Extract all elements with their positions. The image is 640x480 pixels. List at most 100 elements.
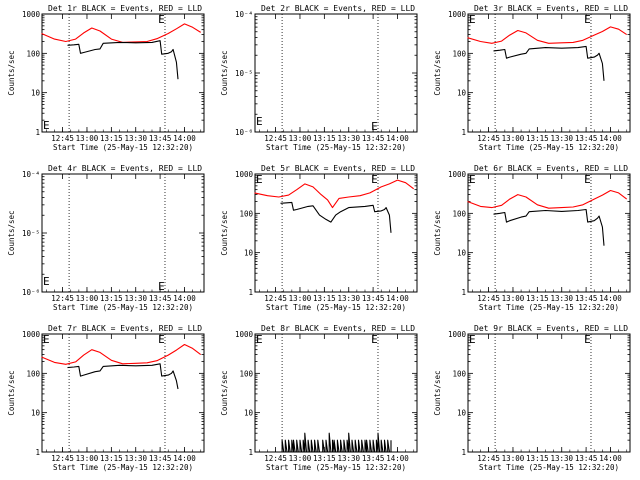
y-tick-label: 1000 [235,170,254,179]
y-tick-label: 10⁻⁵ [235,69,253,78]
panel-det-1r: Det 1r BLACK = Events, RED = LLD 1 10 100 10… [7,4,205,152]
x-tick-label: 13:15 [526,454,549,463]
plot-frame [467,333,631,453]
y-tick-label: 1000 [448,330,467,339]
x-tick-label: 13:45 [362,454,385,463]
y-tick-label: 1 [248,448,253,457]
y-tick-label: 10 [244,249,254,258]
y-tick-label: 100 [452,369,466,378]
y-tick-label: 10 [457,249,467,258]
x-tick-label: 13:30 [550,454,573,463]
y-tick-label: 100 [239,209,253,218]
y-axis-label: Counts/sec [433,210,442,255]
x-tick-label: 13:15 [100,454,123,463]
panel-title: Det 7r BLACK = Events, RED = LLD [48,324,202,333]
x-tick-label: 13:45 [362,134,385,143]
x-axis-label: Start Time (25-May-15 12:32:20) [479,143,619,152]
marker-e: E [469,333,476,346]
plot-frame [467,13,631,133]
y-tick-label: 100 [239,369,253,378]
y-axis-label: Counts/sec [7,370,16,415]
x-tick-label: 13:00 [76,454,99,463]
x-tick-label: 13:00 [76,134,99,143]
x-tick-label: 13:00 [502,454,525,463]
series-lld [41,23,201,43]
x-tick-label: 13:30 [124,134,147,143]
x-tick-label: 14:00 [599,294,622,303]
x-tick-label: 14:00 [386,454,409,463]
marker-e: E [469,173,476,186]
series-events [67,40,179,80]
marker-e: E [158,13,165,26]
marker-e: E [584,13,591,26]
marker-e: E [158,333,165,346]
y-tick-label: 100 [26,369,40,378]
x-tick-label: 13:45 [575,134,598,143]
x-tick-label: 13:45 [575,454,598,463]
series-events [280,432,392,453]
y-tick-label: 1 [35,448,40,457]
x-tick-label: 13:00 [502,134,525,143]
x-tick-label: 13:45 [149,454,172,463]
marker-e: E [43,333,50,346]
x-tick-label: 14:00 [173,454,196,463]
x-tick-label: 14:00 [386,134,409,143]
panel-title: Det 2r BLACK = Events, RED = LLD [261,4,415,13]
series-lld [254,179,415,209]
x-tick-label: 13:30 [124,454,147,463]
y-tick-label: 1 [248,288,253,297]
panel-det-5r: Det 5r BLACK = Events, RED = LLD 1 10 100 10… [220,164,418,312]
panel-det-9r: Det 9r BLACK = Events, RED = LLD 1 10 100 10… [433,324,631,472]
y-axis-label: Counts/sec [220,210,229,255]
panel-title: Det 9r BLACK = Events, RED = LLD [474,324,628,333]
panel-title: Det 8r BLACK = Events, RED = LLD [261,324,415,333]
panel-title: Det 6r BLACK = Events, RED = LLD [474,164,628,173]
y-axis-label: Counts/sec [433,50,442,95]
x-axis-label: Start Time (25-May-15 12:32:20) [479,463,619,472]
plot-frame [254,13,418,133]
x-tick-label: 13:30 [337,134,360,143]
panel-det-7r: Det 7r BLACK = Events, RED = LLD 1 10 100 10… [7,324,205,472]
marker-e: E [584,173,591,186]
x-tick-label: 13:00 [502,294,525,303]
y-tick-label: 1000 [22,330,41,339]
y-tick-label: 10 [457,409,467,418]
x-tick-label: 13:45 [149,294,172,303]
x-tick-label: 13:45 [362,294,385,303]
panel-det-8r: Det 8r BLACK = Events, RED = LLD 1 10 100 10… [220,324,418,472]
plot-frame [41,333,205,453]
x-tick-label: 13:45 [575,294,598,303]
x-tick-label: 13:30 [337,454,360,463]
marker-e: E [371,120,378,133]
marker-e: E [256,173,263,186]
y-tick-label: 1 [461,288,466,297]
series-events [493,208,605,246]
marker-e: E [43,119,50,132]
y-tick-label: 100 [26,49,40,58]
x-axis-label: Start Time (25-May-15 12:32:20) [53,143,193,152]
panel-title: Det 4r BLACK = Events, RED = LLD [48,164,202,173]
x-tick-label: 13:00 [289,454,312,463]
panel-det-2r: Det 2r BLACK = Events, RED = LLD 10⁻⁶ 10⁻⁵… [220,4,418,152]
x-tick-label: 12:45 [477,454,500,463]
y-tick-label: 10⁻⁶ [22,288,40,297]
y-tick-label: 1 [461,128,466,137]
plot-frame [467,173,631,293]
marker-e: E [371,173,378,186]
plot-frame [254,333,418,453]
marker-e: E [371,333,378,346]
x-tick-label: 12:45 [51,294,74,303]
x-tick-label: 14:00 [599,134,622,143]
y-axis-label: Counts/sec [7,50,16,95]
plot-frame [41,13,205,133]
panel-title: Det 1r BLACK = Events, RED = LLD [48,4,202,13]
x-tick-label: 12:45 [477,134,500,143]
x-axis-label: Start Time (25-May-15 12:32:20) [266,143,406,152]
panel-det-3r: Det 3r BLACK = Events, RED = LLD 1 10 100 10… [433,4,631,152]
y-tick-label: 1 [461,448,466,457]
y-axis-label: Counts/sec [433,370,442,415]
y-tick-label: 10⁻⁴ [22,170,40,179]
x-tick-label: 14:00 [599,454,622,463]
x-axis-label: Start Time (25-May-15 12:32:20) [53,463,193,472]
